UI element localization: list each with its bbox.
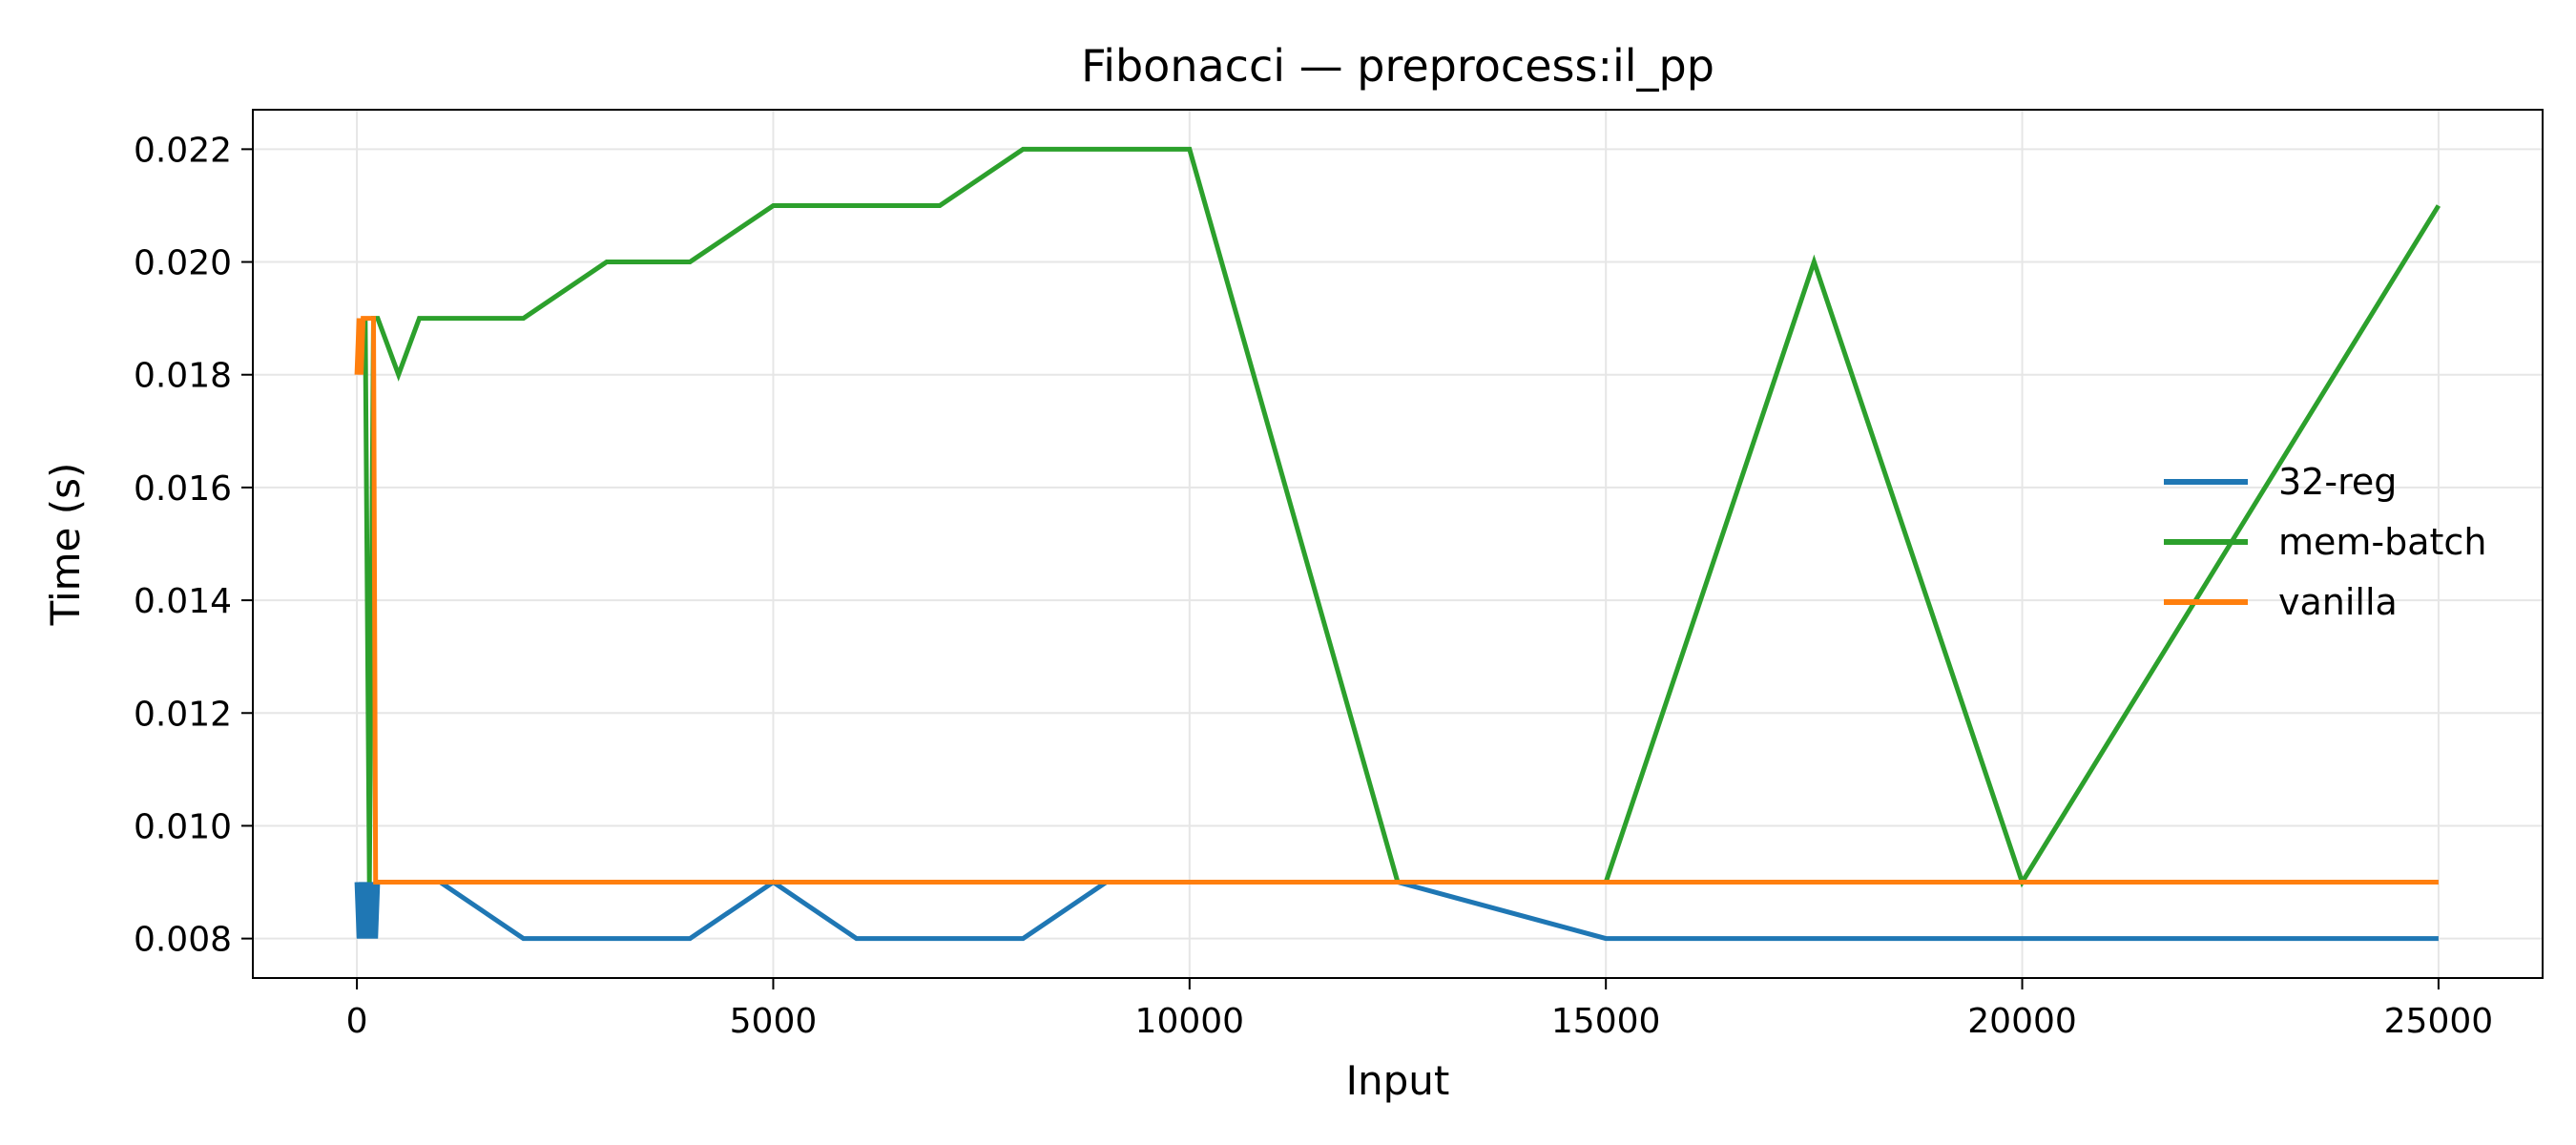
y-tick-label: 0.022 — [134, 131, 232, 170]
plot-frame — [252, 109, 2544, 979]
x-tick-label: 0 — [346, 1002, 368, 1041]
x-tick-label: 25000 — [2384, 1002, 2494, 1041]
y-tick-label: 0.020 — [134, 244, 232, 283]
series-layer — [354, 146, 2441, 942]
y-tick-label: 0.018 — [134, 357, 232, 396]
series-line-32-reg — [354, 879, 2439, 942]
chart-title: Fibonacci — preprocess:il_pp — [1081, 40, 1714, 92]
legend-label: 32-reg — [2278, 461, 2397, 503]
x-axis: 0 5000 10000 15000 20000 25000 — [346, 978, 2494, 1041]
x-tick-label: 15000 — [1551, 1002, 1661, 1041]
y-tick-label: 0.008 — [134, 921, 232, 960]
x-tick-label: 10000 — [1135, 1002, 1245, 1041]
legend-label: mem-batch — [2278, 521, 2486, 563]
y-axis: 0.008 0.010 0.012 0.014 0.016 0.018 0.020 0.022 — [134, 131, 253, 960]
series-line-vanilla — [354, 316, 2439, 885]
series-line-mem-batch — [363, 146, 2441, 888]
y-tick-label: 0.010 — [134, 807, 232, 846]
y-axis-label: Time (s) — [42, 463, 89, 627]
y-tick-label: 0.016 — [134, 469, 232, 509]
x-axis-label: Input — [1346, 1057, 1450, 1104]
x-tick-label: 5000 — [730, 1002, 818, 1041]
y-tick-label: 0.012 — [134, 695, 232, 734]
x-tick-label: 20000 — [1967, 1002, 2077, 1041]
legend: 32-reg mem-batch vanilla — [2164, 461, 2486, 623]
legend-label: vanilla — [2278, 581, 2398, 623]
grid — [253, 110, 2543, 978]
y-tick-label: 0.014 — [134, 582, 232, 621]
